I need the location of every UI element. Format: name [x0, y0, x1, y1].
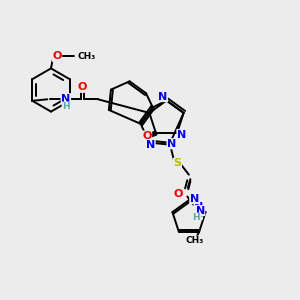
Text: N: N: [167, 139, 176, 149]
Text: N: N: [196, 206, 205, 216]
Text: N: N: [146, 140, 155, 150]
Text: CH₃: CH₃: [186, 236, 204, 245]
Text: CH₃: CH₃: [77, 52, 95, 61]
Text: N: N: [190, 194, 199, 204]
Text: H: H: [62, 102, 70, 111]
Text: O: O: [142, 131, 152, 141]
Text: N: N: [177, 130, 186, 140]
Text: N: N: [61, 94, 70, 104]
Text: O: O: [52, 51, 62, 62]
Text: O: O: [78, 82, 87, 92]
Text: O: O: [174, 189, 183, 199]
Text: H: H: [195, 210, 202, 219]
Text: N: N: [158, 92, 167, 102]
Text: N: N: [194, 202, 203, 212]
Text: H: H: [192, 213, 200, 222]
Text: S: S: [173, 158, 181, 168]
